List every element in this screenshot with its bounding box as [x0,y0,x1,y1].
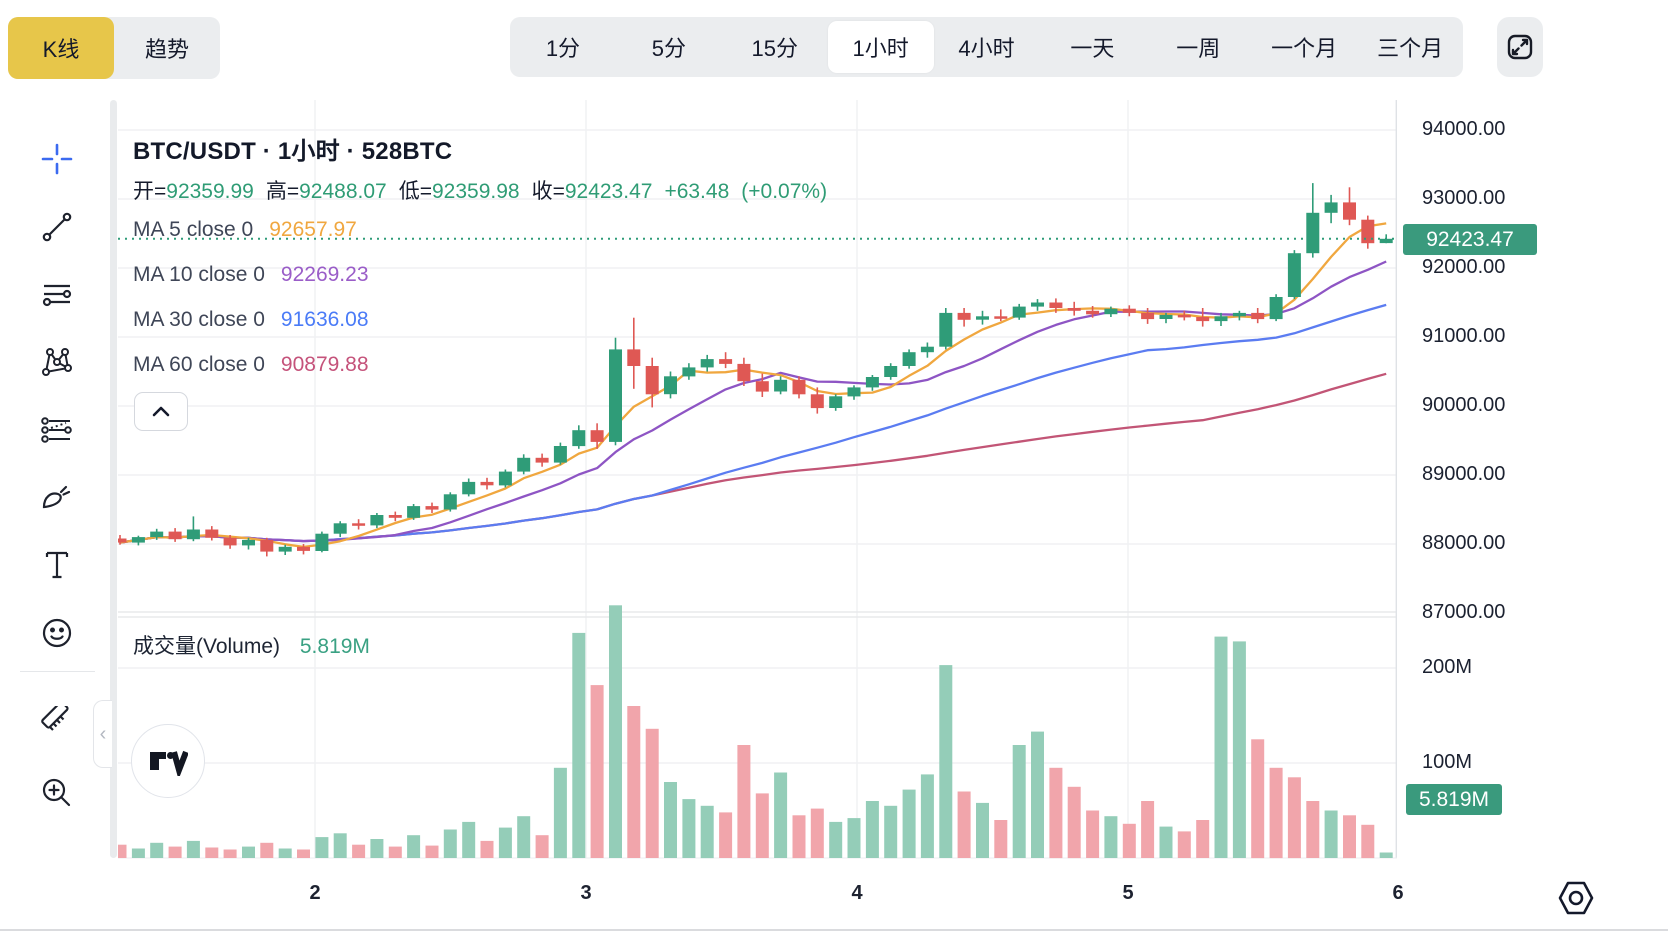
chart-canvas[interactable] [118,100,1397,860]
price-axis-label: 89000.00 [1422,463,1506,485]
ma-row-3: MA 60 close 0 90879.88 [133,353,369,376]
toolbar-collapse-handle[interactable]: ‹ [93,700,112,768]
volume-legend: 成交量(Volume) 5.819M [133,630,370,660]
parallel-lines-icon[interactable] [38,276,76,314]
price-change-pct: (+0.07%) [741,180,828,203]
volume-value: 5.819M [299,635,370,658]
time-axis-label: 2 [309,882,321,904]
timeframe-selector: 1分 5分 15分 1小时 4小时 一天 一周 一个月 三个月 [510,17,1463,77]
ohlc-item: 低=92359.98 [398,180,520,203]
time-axis-label: 6 [1392,882,1404,904]
chart-type-button-1[interactable]: 趋势 [144,37,189,62]
timeframe-button-4[interactable]: 4小时 [958,36,1015,61]
price-axis-label: 87000.00 [1422,601,1506,623]
price-axis-label: 91000.00 [1422,325,1506,347]
chart-type-toggle: K线 趋势 [8,17,220,79]
ohlc-row: 开=92359.99 高=92488.07 低=92359.98 收=92423.47… [133,175,827,205]
projection-icon[interactable] [38,411,76,449]
pattern-icon[interactable] [38,343,76,381]
fullscreen-button[interactable] [1497,17,1543,77]
timeframe-button-5[interactable]: 一天 [1070,36,1115,61]
timeframe-button-7[interactable]: 一个月 [1271,36,1338,61]
chevron-left-icon: ‹ [99,722,107,745]
crosshair-icon[interactable] [38,140,76,178]
timeframe-button-0[interactable]: 1分 [545,36,581,61]
ma-row-2: MA 30 close 0 91636.08 [133,308,369,331]
pane-separator[interactable] [110,100,117,858]
legend-collapse-button[interactable] [134,392,188,431]
time-axis-label: 4 [851,882,863,904]
ohlc-item: 开=92359.99 [133,180,254,203]
volume-axis-label: 200M [1422,656,1473,678]
chart-type-button-0[interactable]: K线 [8,17,114,79]
emoji-icon[interactable] [38,614,76,652]
volume-axis-label: 100M [1422,751,1473,773]
ohlc-item: 高=92488.07 [265,180,387,203]
price-axis-label: 90000.00 [1422,394,1506,416]
price-axis-label: 93000.00 [1422,187,1506,209]
chart-title: BTC/USDT · 1小时 · 528BTC [133,138,453,165]
timeframe-button-2[interactable]: 15分 [751,36,798,61]
ma-row-0: MA 5 close 0 92657.97 [133,218,357,241]
ruler-icon[interactable] [38,705,76,743]
expand-icon [1506,33,1534,61]
ma-row-1: MA 10 close 0 92269.23 [133,263,369,286]
timeframe-button-3[interactable]: 1小时 [827,21,934,73]
timeframe-button-6[interactable]: 一周 [1176,36,1221,61]
time-axis-label: 3 [580,882,592,904]
trend-line-icon[interactable] [38,208,76,246]
settings-gear-icon[interactable] [1555,879,1597,917]
tradingview-mark [150,750,188,776]
brush-icon[interactable] [38,478,76,516]
price-axis-label: 92000.00 [1422,256,1506,278]
timeframe-button-8[interactable]: 三个月 [1377,36,1444,61]
last-price-badge: 92423.47 [1403,224,1537,255]
ohlc-item: 收=92423.47 [531,180,653,203]
zoom-in-icon[interactable] [38,774,76,812]
last-volume-badge: 5.819M [1406,784,1502,815]
time-axis-label: 5 [1122,882,1134,904]
volume-label: 成交量(Volume) [133,635,281,658]
price-axis-label: 94000.00 [1422,118,1506,140]
toolbar-divider [20,671,95,672]
price-change: +63.48 [664,180,730,203]
bottom-border [0,929,1668,931]
text-icon[interactable] [38,546,76,584]
chevron-up-icon [148,404,174,420]
timeframe-button-1[interactable]: 5分 [651,36,686,61]
price-axis-label: 88000.00 [1422,532,1506,554]
tradingview-logo[interactable] [131,724,205,798]
